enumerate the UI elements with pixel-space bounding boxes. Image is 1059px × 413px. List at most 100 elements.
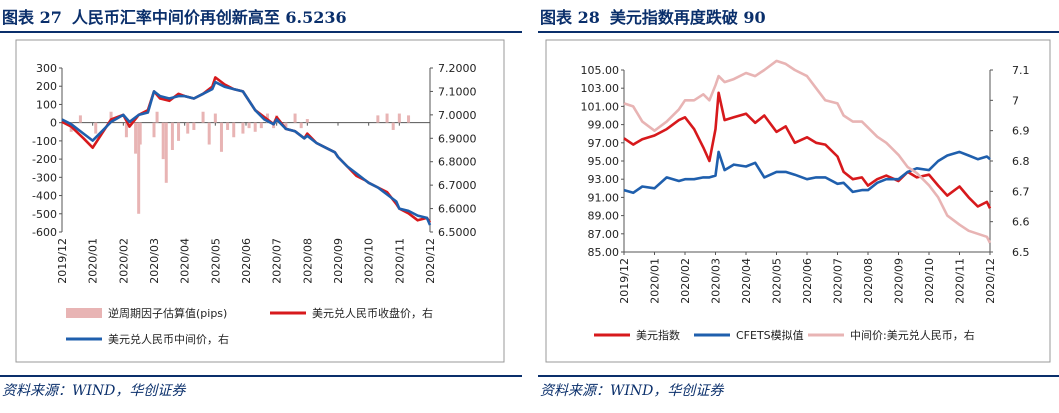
left-tick-label: 105.00 xyxy=(581,64,620,77)
left-tick-label: 100 xyxy=(36,98,57,111)
bar-0 xyxy=(407,115,411,123)
bar-0 xyxy=(170,122,174,150)
x-tick-label: 2020/03 xyxy=(710,258,723,304)
left-tick-label: -200 xyxy=(32,153,57,166)
bar-0 xyxy=(241,122,245,134)
figure-28-bottom-rule xyxy=(538,375,1059,377)
legend-label-2: 中间价:美元兑人民币，右 xyxy=(850,328,975,342)
legend-swatch-0 xyxy=(66,308,102,318)
left-tick-label: 87.00 xyxy=(588,228,620,241)
right-tick-label: 7 xyxy=(1012,94,1019,107)
bar-0 xyxy=(376,115,380,123)
x-tick-label: 2020/08 xyxy=(862,258,875,304)
right-tick-label: 7.1000 xyxy=(438,85,477,98)
x-tick-label: 2020/02 xyxy=(679,258,692,304)
bar-0 xyxy=(192,122,196,130)
bar-0 xyxy=(259,122,263,129)
bar-0 xyxy=(299,122,303,129)
right-tick-label: 7.1 xyxy=(1012,64,1030,77)
bar-0 xyxy=(94,122,98,134)
x-tick-label: 2020/06 xyxy=(801,258,814,304)
x-tick-label: 2020/11 xyxy=(393,238,406,284)
right-tick-label: 6.9 xyxy=(1012,125,1030,138)
x-tick-label: 2020/07 xyxy=(832,258,845,304)
bar-0 xyxy=(138,122,142,145)
right-tick-label: 7.2000 xyxy=(438,62,477,75)
x-tick-label: 2020/02 xyxy=(117,238,130,284)
x-tick-label: 2020/05 xyxy=(209,238,222,284)
left-tick-label: -100 xyxy=(32,135,57,148)
series-line-2 xyxy=(623,59,992,244)
legend-label-2: 美元兑人民币中间价，右 xyxy=(108,332,229,346)
left-tick-label: -600 xyxy=(32,226,57,239)
figure-27-label: 图表 27 xyxy=(2,8,62,27)
bar-0 xyxy=(207,122,211,145)
bar-0 xyxy=(109,111,113,123)
left-tick-label: 91.00 xyxy=(588,191,620,204)
right-tick-label: 7.0000 xyxy=(438,109,477,122)
x-tick-label: 2020/10 xyxy=(923,258,936,304)
x-tick-label: 2020/12 xyxy=(424,238,437,284)
figure-27-source: 资料来源：WIND，华创证券 xyxy=(2,383,186,399)
left-tick-label: 89.00 xyxy=(588,210,620,223)
right-tick-label: 6.8000 xyxy=(438,156,477,169)
bar-0 xyxy=(219,122,223,152)
figure-27-heading: 人民币汇率中间价再创新高至 6.5236 xyxy=(71,8,347,27)
left-tick-label: 300 xyxy=(36,62,57,75)
figure-27-panel: 图表 27 人民币汇率中间价再创新高至 6.5236 300 200 100 0 -100… xyxy=(0,0,522,413)
left-tick-label: 0 xyxy=(50,117,57,130)
left-tick-label: -300 xyxy=(32,171,57,184)
bar-0 xyxy=(124,122,128,138)
figure-28-label: 图表 28 xyxy=(540,8,600,27)
x-tick-label: 2020/07 xyxy=(271,238,284,284)
left-tick-label: 97.00 xyxy=(588,137,620,150)
bar-0 xyxy=(397,113,401,123)
legend-label-0: 逆周期因子估算值(pips) xyxy=(108,306,227,320)
legend-label-1: 美元兑人民币收盘价，右 xyxy=(312,306,433,320)
x-tick-label: 2020/08 xyxy=(301,238,314,284)
right-tick-label: 6.7000 xyxy=(438,179,477,192)
bar-0 xyxy=(284,122,288,130)
bar-0 xyxy=(253,122,257,132)
x-tick-label: 2020/01 xyxy=(87,238,100,284)
x-tick-label: 2020/05 xyxy=(771,258,784,304)
bar-0 xyxy=(201,111,205,123)
left-tick-label: 99.00 xyxy=(588,119,620,132)
figure-27-bottom-rule xyxy=(0,375,522,377)
bar-0 xyxy=(293,113,297,123)
series-line-1 xyxy=(623,150,991,195)
left-tick-label: 93.00 xyxy=(588,173,620,186)
x-tick-label: 2019/12 xyxy=(618,258,631,304)
bar-0 xyxy=(385,113,389,123)
left-tick-label: 200 xyxy=(36,80,57,93)
bar-0 xyxy=(134,122,138,154)
bar-0 xyxy=(213,113,217,123)
left-tick-label: 101.00 xyxy=(581,100,620,113)
bar-0 xyxy=(226,122,230,130)
chart-frame xyxy=(545,39,1051,363)
x-tick-label: 2020/01 xyxy=(649,258,662,304)
left-tick-label: 103.00 xyxy=(581,82,620,95)
right-tick-label: 6.7 xyxy=(1012,185,1030,198)
figure-28-panel: 图表 28 美元指数再度跌破 90 105.00 103.00 101.00 99.00… xyxy=(538,0,1059,413)
figure-27-top-rule xyxy=(0,31,522,33)
figure-27-chart: 300 200 100 0 -100 -200 -300 -400 -500 -600 7.2000… xyxy=(15,39,505,363)
bar-0 xyxy=(137,122,141,214)
legend-label-0: 美元指数 xyxy=(636,328,680,342)
legend-label-1: CFETS模拟值 xyxy=(736,328,804,342)
x-tick-label: 2020/11 xyxy=(954,258,967,304)
figure-28-source: 资料来源：WIND，华创证券 xyxy=(540,383,724,399)
left-tick-label: -500 xyxy=(32,208,57,221)
series-line-0 xyxy=(623,91,992,209)
right-tick-label: 6.5000 xyxy=(438,226,477,239)
right-tick-label: 6.5 xyxy=(1012,246,1030,259)
figure-27-title: 图表 27 人民币汇率中间价再创新高至 6.5236 xyxy=(2,4,357,28)
figure-28-heading: 美元指数再度跌破 90 xyxy=(609,8,766,27)
bar-0 xyxy=(232,122,236,138)
bar-0 xyxy=(177,122,181,141)
right-tick-label: 6.6000 xyxy=(438,203,477,216)
bar-0 xyxy=(391,122,395,130)
figure-28-chart: 105.00 103.00 101.00 99.00 97.00 95.00 93.00 91… xyxy=(545,39,1051,363)
bar-0 xyxy=(305,119,309,123)
bar-0 xyxy=(78,115,82,123)
